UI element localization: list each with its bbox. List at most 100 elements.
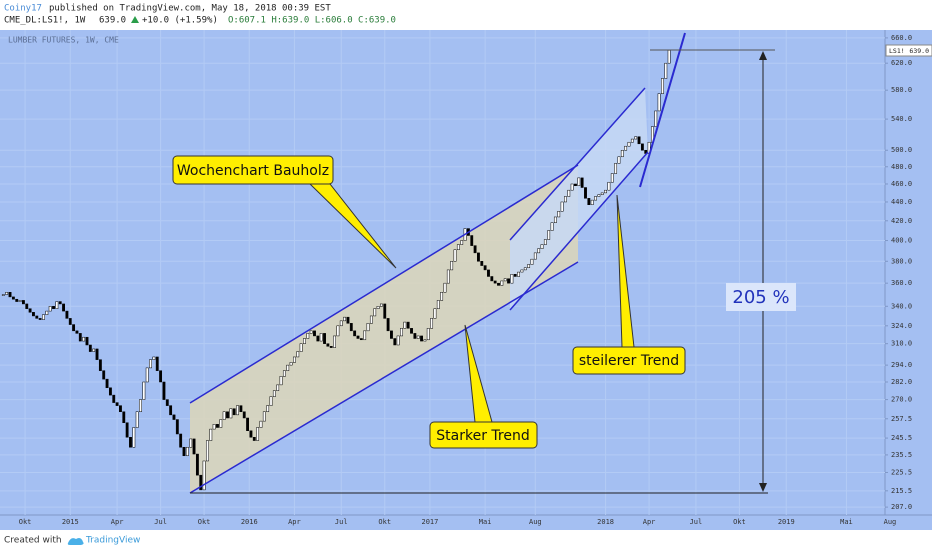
y-tick-label: 257.5: [891, 415, 912, 423]
candle: [175, 419, 179, 435]
y-tick-label: 310.0: [891, 340, 912, 348]
candle: [35, 315, 39, 319]
candle: [574, 183, 577, 186]
candle: [487, 269, 490, 277]
candle: [473, 245, 477, 254]
channel-fill: [190, 165, 578, 493]
candle: [48, 306, 52, 312]
candle: [336, 325, 340, 337]
watermark: LUMBER FUTURES, 1W, CME: [8, 36, 119, 45]
candle: [359, 338, 363, 341]
brand-logo: [67, 538, 84, 545]
candle: [523, 267, 527, 271]
x-tick-label: Mai: [840, 518, 853, 526]
candle: [547, 230, 551, 240]
candle: [179, 433, 183, 448]
callout-text: Starker Trend: [436, 428, 529, 444]
y-tick-label: 500.0: [891, 146, 912, 154]
candle: [199, 474, 203, 491]
x-tick-label: 2015: [62, 518, 79, 526]
candle: [159, 370, 163, 383]
candle: [376, 306, 380, 309]
candle: [640, 143, 644, 151]
candle: [172, 414, 176, 420]
candle: [236, 405, 239, 416]
ohlc: O:607.1 H:639.0 L:606.0 C:639.0: [228, 16, 396, 26]
candle: [570, 183, 574, 191]
candle: [293, 356, 296, 363]
candle: [460, 240, 464, 245]
y-tick-label: 245.5: [891, 434, 912, 442]
candle: [139, 399, 142, 413]
candle: [122, 411, 126, 423]
candle: [15, 298, 19, 302]
x-tick-label: 2019: [778, 518, 795, 526]
candle: [426, 328, 430, 341]
candle: [132, 427, 136, 448]
candle: [379, 303, 383, 307]
candle: [319, 333, 323, 342]
y-tick-label: 540.0: [891, 115, 912, 123]
candle: [483, 265, 487, 271]
candle: [303, 338, 306, 344]
x-tick-label: 2016: [241, 518, 258, 526]
y-tick-label: 215.5: [891, 487, 912, 495]
candle: [62, 303, 65, 312]
candle: [55, 301, 59, 309]
candle: [92, 348, 96, 352]
candle: [119, 405, 122, 413]
candle: [149, 359, 152, 369]
candle: [313, 330, 316, 337]
candle: [654, 110, 658, 127]
candle: [383, 303, 387, 319]
y-tick-label: 360.0: [891, 279, 912, 287]
trend-line: [189, 164, 579, 404]
candle: [600, 192, 604, 195]
y-tick-label: 460.0: [891, 180, 912, 188]
candle: [550, 222, 554, 231]
y-tick-label: 207.0: [891, 503, 912, 511]
candle: [339, 320, 343, 327]
candle: [155, 356, 159, 371]
candle: [386, 318, 390, 332]
arrow-head: [759, 483, 767, 492]
candle: [189, 438, 193, 448]
brand[interactable]: TradingView: [85, 536, 140, 546]
candle: [400, 328, 403, 337]
candle: [58, 301, 62, 305]
candle: [135, 411, 139, 428]
candle: [420, 335, 423, 342]
x-tick-label: Apr: [111, 518, 124, 526]
candle: [246, 417, 250, 431]
candle: [98, 359, 102, 371]
candle: [510, 274, 514, 284]
y-tick-label: 270.0: [891, 396, 912, 404]
candle: [266, 405, 270, 413]
candle: [513, 274, 517, 277]
candle: [363, 330, 367, 341]
candle: [232, 408, 236, 416]
candle: [667, 50, 671, 64]
candle: [18, 300, 22, 302]
candle: [85, 336, 89, 346]
candle: [369, 315, 373, 324]
author[interactable]: Coiny17: [4, 4, 42, 14]
candle: [423, 339, 427, 342]
price-tag-value: 639.0: [909, 47, 929, 55]
candle: [142, 381, 146, 400]
candle: [75, 330, 79, 334]
candle: [597, 194, 601, 197]
candle: [456, 244, 460, 250]
x-tick-label: Okt: [378, 518, 391, 526]
candle: [620, 149, 624, 158]
candle: [537, 248, 541, 254]
y-tick-label: 235.5: [891, 451, 912, 459]
candle: [490, 276, 494, 282]
x-tick-label: Aug: [529, 518, 542, 526]
candle: [226, 411, 229, 419]
candle: [65, 310, 69, 319]
candle: [530, 258, 534, 265]
candle: [343, 316, 347, 322]
candle: [68, 318, 72, 325]
candle: [309, 330, 313, 334]
